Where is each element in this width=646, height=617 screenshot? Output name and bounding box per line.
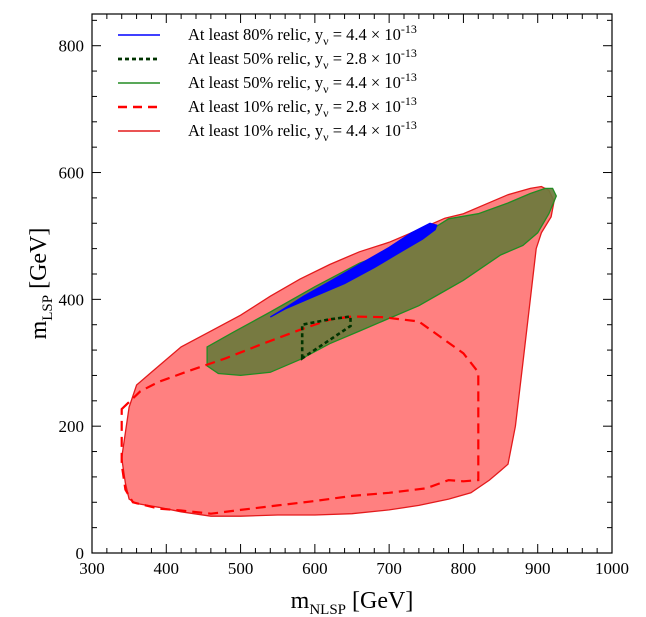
y-tick-label: 200: [59, 417, 85, 436]
region-50pct-relic-2p8: [300, 315, 352, 361]
legend-label: At least 50% relic, yν = 4.4 × 10-13: [188, 70, 417, 96]
x-tick-label: 700: [376, 559, 402, 578]
x-tick-label: 400: [154, 559, 180, 578]
x-tick-label: 1000: [595, 559, 629, 578]
legend-10pct-relic-2p8: At least 10% relic, yν = 2.8 × 10-13: [118, 94, 417, 120]
x-tick-label: 300: [79, 559, 105, 578]
legend-label: At least 80% relic, yν = 4.4 × 10-13: [188, 22, 417, 48]
data-regions: [120, 185, 558, 517]
region-10pct-relic-2p8: [120, 315, 480, 515]
y-tick-label: 800: [59, 37, 85, 56]
axis-ticks: [91, 14, 613, 554]
y-tick-label: 0: [76, 544, 85, 563]
x-axis-title: mNLSP [GeV]: [291, 588, 414, 617]
legend-label: At least 10% relic, yν = 2.8 × 10-13: [188, 94, 417, 120]
legend-50pct-relic-2p8: At least 50% relic, yν = 2.8 × 10-13: [118, 46, 417, 72]
legend-80pct-relic-4p4: At least 80% relic, yν = 4.4 × 10-13: [118, 22, 417, 48]
y-tick-label: 400: [59, 290, 85, 309]
x-tick-label: 800: [451, 559, 477, 578]
x-tick-label: 600: [302, 559, 328, 578]
legend-10pct-relic-4p4: At least 10% relic, yν = 4.4 × 10-13: [118, 118, 417, 144]
tick-labels: 300 400 500 600 700 800 900 1000 0 200 400 600 800: [59, 37, 630, 578]
region-80pct-relic-4p4: [269, 222, 438, 318]
legend-label: At least 50% relic, yν = 2.8 × 10-13: [188, 46, 417, 72]
plot-frame: [91, 13, 613, 554]
y-axis-title: mLSP [GeV]: [26, 228, 56, 340]
x-tick-label: 900: [525, 559, 551, 578]
legend-label: At least 10% relic, yν = 4.4 × 10-13: [188, 118, 417, 144]
y-tick-label: 600: [59, 164, 85, 183]
legend-50pct-relic-4p4: At least 50% relic, yν = 4.4 × 10-13: [118, 70, 417, 96]
x-tick-label: 500: [228, 559, 254, 578]
